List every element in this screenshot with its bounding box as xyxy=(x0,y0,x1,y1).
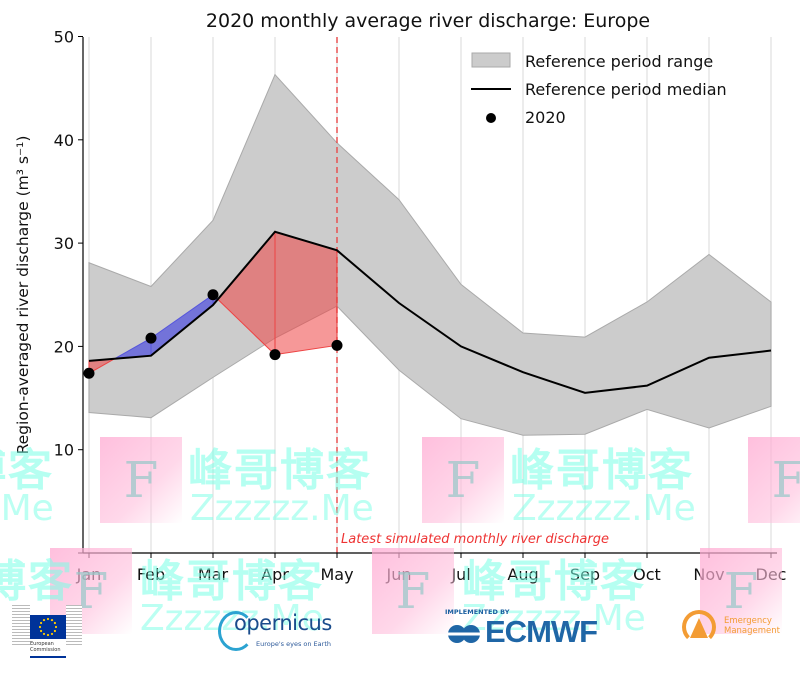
star-icon xyxy=(42,632,46,636)
star-icon xyxy=(38,625,42,629)
median-line-group xyxy=(88,230,772,394)
y-tick-label: 50 xyxy=(54,28,74,47)
point-2020 xyxy=(145,332,157,344)
star-icon xyxy=(46,633,50,637)
legend: Reference period range Reference period … xyxy=(471,52,727,127)
y-tick-label: 30 xyxy=(54,234,74,253)
ec-label: European Commission xyxy=(30,641,61,653)
x-tick-label: May xyxy=(320,565,353,584)
star-icon xyxy=(53,629,57,633)
star-icon xyxy=(50,618,54,622)
x-tick-label: Jun xyxy=(386,565,412,584)
x-tick-label: Jul xyxy=(450,565,470,584)
legend-label-range: Reference period range xyxy=(525,52,713,71)
x-tick-labels: Jan Feb Mar Apr May Jun Jul Aug Sep Oct Nov Dec xyxy=(76,553,787,584)
legend-label-2020: 2020 xyxy=(525,108,566,127)
x-tick-label: Oct xyxy=(633,565,661,584)
ec-building-icon xyxy=(66,605,82,645)
y-tick-label: 20 xyxy=(54,337,74,356)
x-tick-label: Sep xyxy=(570,565,600,584)
star-icon xyxy=(53,621,57,625)
star-icon xyxy=(54,625,58,629)
y-tick-label: 10 xyxy=(54,441,74,460)
x-tick-label: Nov xyxy=(693,565,724,584)
reference-range-band xyxy=(88,73,772,436)
copernicus-logo: opernicus Europe's eyes on Earth xyxy=(218,609,348,655)
star-icon xyxy=(42,618,46,622)
legend-swatch-2020 xyxy=(486,113,496,123)
y-tick-label: 40 xyxy=(54,131,74,150)
x-tick-label: Aug xyxy=(507,565,538,584)
point-2020 xyxy=(269,349,281,361)
em-circle-icon xyxy=(682,610,716,644)
eu-flag-icon xyxy=(30,615,66,639)
ecmwf-mark-icon xyxy=(447,625,481,643)
star-icon xyxy=(46,617,50,621)
x-tick-label: Dec xyxy=(756,565,787,584)
anomaly-fills xyxy=(88,230,338,375)
em-triangle-icon xyxy=(690,618,708,638)
legend-swatch-range xyxy=(471,52,511,68)
below-median-fill xyxy=(274,231,338,356)
ec-building-icon xyxy=(12,605,30,645)
copernicus-arc-icon xyxy=(218,611,254,651)
y-axis-label: Region-averaged river discharge (m³ s⁻¹) xyxy=(14,136,32,455)
x-tick-label: Apr xyxy=(261,565,289,584)
ecmwf-logo: IMPLEMENTED BY ECMWF xyxy=(445,608,598,649)
y-tick-labels: 10 20 30 40 50 xyxy=(54,28,83,554)
x-tick-label: Feb xyxy=(137,565,165,584)
chart: 2020 monthly average river discharge: Eu… xyxy=(14,10,787,584)
footer-logos: European Commission opernicus Europe's ey… xyxy=(0,595,800,678)
star-icon xyxy=(39,621,43,625)
point-2020 xyxy=(207,289,219,301)
legend-label-median: Reference period median xyxy=(525,80,727,99)
latest-annotation: Latest simulated monthly river discharge xyxy=(341,532,609,547)
european-commission-logo: European Commission xyxy=(12,605,82,671)
chart-title: 2020 monthly average river discharge: Eu… xyxy=(206,10,650,32)
point-2020 xyxy=(331,339,343,351)
star-icon xyxy=(39,629,43,633)
x-tick-label: Mar xyxy=(198,565,229,584)
star-icon xyxy=(50,632,54,636)
points-2020 xyxy=(83,289,343,379)
range-band xyxy=(88,73,772,436)
point-2020 xyxy=(83,367,95,379)
emergency-management-logo: Emergency Management xyxy=(682,610,792,650)
x-tick-label: Jan xyxy=(76,565,102,584)
median-line xyxy=(88,230,772,394)
